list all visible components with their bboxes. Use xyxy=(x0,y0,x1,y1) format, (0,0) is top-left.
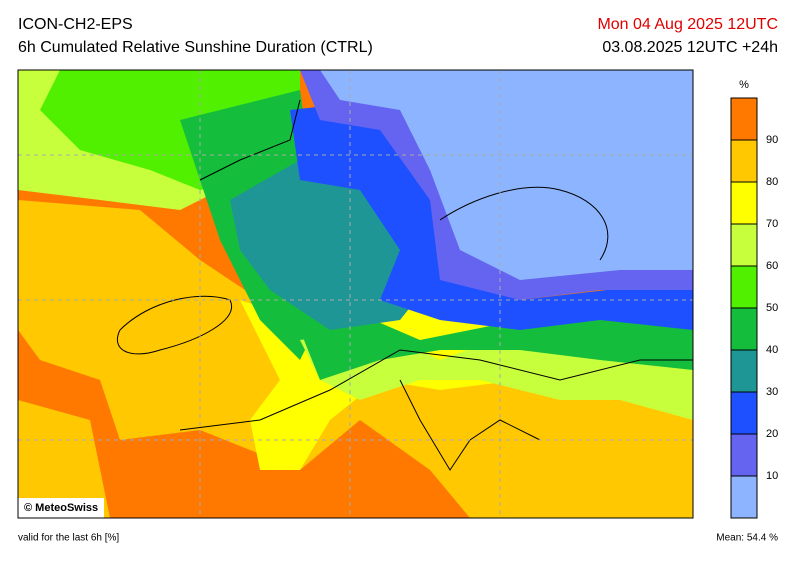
colorbar-tick-label: 60 xyxy=(766,260,778,272)
colorbar-tick-label: 50 xyxy=(766,302,778,314)
product-name: 6h Cumulated Relative Sunshine Duration … xyxy=(18,39,373,56)
colorbar-band xyxy=(731,350,757,392)
model-name: ICON-CH2-EPS xyxy=(18,16,133,33)
valid-time: Mon 04 Aug 2025 12UTC xyxy=(597,16,778,33)
colorbar-tick-label: 10 xyxy=(766,470,778,482)
colorbar-band xyxy=(731,266,757,308)
colorbar-tick-label: 90 xyxy=(766,134,778,146)
colorbar-band xyxy=(731,224,757,266)
map: © MeteoSwiss xyxy=(18,70,693,518)
colorbar-tick-label: 20 xyxy=(766,428,778,440)
colorbar-band xyxy=(731,140,757,182)
colorbar-band xyxy=(731,98,757,140)
colorbar-band xyxy=(731,182,757,224)
colorbar: 10 20 30 40 50 60 70 80 90 xyxy=(730,97,778,519)
colorbar-unit: % xyxy=(739,79,749,91)
colorbar-band xyxy=(731,308,757,350)
colorbar-tick-label: 40 xyxy=(766,344,778,356)
copyright: © MeteoSwiss xyxy=(24,502,98,514)
run-time: 03.08.2025 12UTC +24h xyxy=(602,39,778,56)
footer-mean: Mean: 54.4 % xyxy=(716,533,778,544)
map-frame xyxy=(17,69,694,519)
colorbar-band xyxy=(731,434,757,476)
footer-note: valid for the last 6h [%] xyxy=(18,533,119,544)
colorbar-band xyxy=(731,392,757,434)
colorbar-band xyxy=(731,476,757,518)
colorbar-tick-label: 80 xyxy=(766,176,778,188)
colorbar-tick-label: 70 xyxy=(766,218,778,230)
colorbar-tick-label: 30 xyxy=(766,386,778,398)
